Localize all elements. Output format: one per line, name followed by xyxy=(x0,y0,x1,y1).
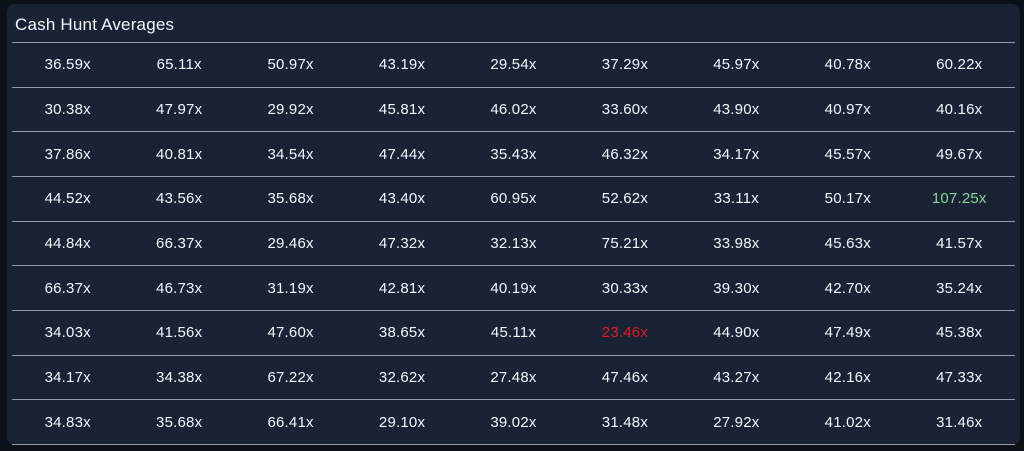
multiplier-value: 107.25x xyxy=(931,190,987,208)
multiplier-value: 35.43x xyxy=(490,145,537,163)
multiplier-value: 33.98x xyxy=(713,235,760,253)
multiplier-value: 29.54x xyxy=(490,56,537,74)
multiplier-value: 44.90x xyxy=(713,324,760,342)
multiplier-value: 47.44x xyxy=(378,145,426,163)
multiplier-value: 29.92x xyxy=(267,101,314,118)
multiplier-value: 34.38x xyxy=(156,369,203,387)
multiplier-value: 42.81x xyxy=(378,279,426,297)
multiplier-value: 34.17x xyxy=(44,369,91,387)
multiplier-value: 30.38x xyxy=(44,101,91,118)
multiplier-value: 34.03x xyxy=(44,324,91,342)
multiplier-value: 66.37x xyxy=(156,235,203,253)
multiplier-value: 40.19x xyxy=(490,279,537,297)
multiplier-value: 40.16x xyxy=(936,101,983,118)
multiplier-value: 29.46x xyxy=(267,235,314,253)
multiplier-value: 34.54x xyxy=(267,145,314,163)
multiplier-value: 42.70x xyxy=(824,279,871,297)
multiplier-value: 23.46x xyxy=(601,324,649,342)
multiplier-value: 45.63x xyxy=(824,235,871,253)
multiplier-value: 37.86x xyxy=(44,145,91,163)
multiplier-value: 47.97x xyxy=(156,101,203,118)
multiplier-value: 31.19x xyxy=(267,279,314,297)
multiplier-value: 46.32x xyxy=(601,145,649,163)
multiplier-value: 45.81x xyxy=(378,101,426,118)
multiplier-value: 67.22x xyxy=(267,369,314,387)
multiplier-value: 43.19x xyxy=(378,56,426,74)
multiplier-value: 32.13x xyxy=(490,235,537,253)
table-row: 44.84x 66.37x 29.46x 47.32x 32.13x 75.21x 33.9… xyxy=(12,222,1015,267)
multiplier-value: 32.62x xyxy=(378,369,426,387)
multiplier-value: 50.97x xyxy=(267,56,314,74)
multiplier-value: 46.73x xyxy=(156,279,203,297)
multiplier-value: 45.38x xyxy=(936,324,983,342)
card-header: Cash Hunt Averages xyxy=(7,4,1020,42)
multiplier-value: 47.49x xyxy=(824,324,871,342)
multiplier-value: 41.56x xyxy=(156,324,203,342)
multiplier-value: 75.21x xyxy=(601,235,649,253)
multiplier-value: 29.10x xyxy=(378,413,426,431)
multiplier-value: 41.57x xyxy=(936,235,983,253)
multiplier-value: 27.48x xyxy=(490,369,537,387)
multiplier-value: 38.65x xyxy=(378,324,426,342)
multiplier-value: 33.11x xyxy=(713,190,759,208)
table-row: 44.52x 43.56x 35.68x 43.40x 60.95x 52.62x 33.1… xyxy=(12,177,1015,222)
multiplier-value: 49.67x xyxy=(936,145,983,163)
multiplier-value: 44.52x xyxy=(44,190,91,208)
multiplier-value: 31.46x xyxy=(936,413,983,431)
multiplier-value: 45.11x xyxy=(490,324,537,342)
table-row: 36.59x 65.11x 50.97x 43.19x 29.54x 37.29x 45.9… xyxy=(12,43,1015,88)
multiplier-value: 35.68x xyxy=(267,190,314,208)
multiplier-value: 45.97x xyxy=(713,56,760,74)
multiplier-value: 47.32x xyxy=(378,235,426,253)
multiplier-value: 50.17x xyxy=(824,190,871,208)
multiplier-value: 52.62x xyxy=(601,190,649,208)
averages-grid: 36.59x 65.11x 50.97x 43.19x 29.54x 37.29x 45.9… xyxy=(12,42,1015,446)
multiplier-value: 36.59x xyxy=(44,56,91,74)
multiplier-value: 43.27x xyxy=(713,369,760,387)
table-row: 37.86x 40.81x 34.54x 47.44x 35.43x 46.32x 34.1… xyxy=(12,132,1015,178)
multiplier-value: 27.92x xyxy=(713,413,760,431)
multiplier-value: 40.78x xyxy=(824,56,871,74)
multiplier-value: 37.29x xyxy=(601,56,649,74)
page-title: Cash Hunt Averages xyxy=(15,15,175,34)
multiplier-value: 39.30x xyxy=(713,279,760,297)
multiplier-value: 42.16x xyxy=(824,369,871,387)
multiplier-value: 46.02x xyxy=(490,101,537,118)
multiplier-value: 60.22x xyxy=(936,56,983,74)
multiplier-value: 41.02x xyxy=(824,413,871,431)
multiplier-value: 31.48x xyxy=(601,413,649,431)
multiplier-value: 40.97x xyxy=(824,101,871,118)
multiplier-value: 43.90x xyxy=(713,101,760,118)
table-row: 66.37x 46.73x 31.19x 42.81x 40.19x 30.33x 39.3… xyxy=(12,266,1015,312)
multiplier-value: 44.84x xyxy=(44,235,91,253)
multiplier-value: 66.37x xyxy=(44,279,91,297)
table-row: 34.03x 41.56x 47.60x 38.65x 45.11x 23.46x 44.9… xyxy=(12,311,1015,356)
multiplier-value: 47.46x xyxy=(601,369,649,387)
multiplier-value: 47.33x xyxy=(936,369,983,387)
multiplier-value: 30.33x xyxy=(601,279,649,297)
multiplier-value: 35.24x xyxy=(936,279,983,297)
multiplier-value: 34.17x xyxy=(713,145,760,163)
table-row: 34.83x 35.68x 66.41x 29.10x 39.02x 31.48x 27.9… xyxy=(12,400,1015,446)
multiplier-value: 65.11x xyxy=(156,56,202,74)
multiplier-value: 34.83x xyxy=(44,413,91,431)
multiplier-value: 43.40x xyxy=(378,190,426,208)
table-row: 30.38x 47.97x 29.92x 45.81x 46.02x 33.60x 43.9… xyxy=(12,88,1015,133)
multiplier-value: 39.02x xyxy=(490,413,537,431)
multiplier-value: 33.60x xyxy=(601,101,649,118)
multiplier-value: 60.95x xyxy=(490,190,537,208)
multiplier-value: 66.41x xyxy=(267,413,314,431)
multiplier-value: 40.81x xyxy=(156,145,203,163)
multiplier-value: 45.57x xyxy=(824,145,871,163)
table-row: 34.17x 34.38x 67.22x 32.62x 27.48x 47.46x 43.2… xyxy=(12,356,1015,401)
multiplier-value: 43.56x xyxy=(156,190,203,208)
multiplier-value: 35.68x xyxy=(156,413,203,431)
multiplier-value: 47.60x xyxy=(267,324,314,342)
cash-hunt-averages-card: Cash Hunt Averages 36.59x 65.11x 50.97x 43.… xyxy=(7,4,1020,446)
